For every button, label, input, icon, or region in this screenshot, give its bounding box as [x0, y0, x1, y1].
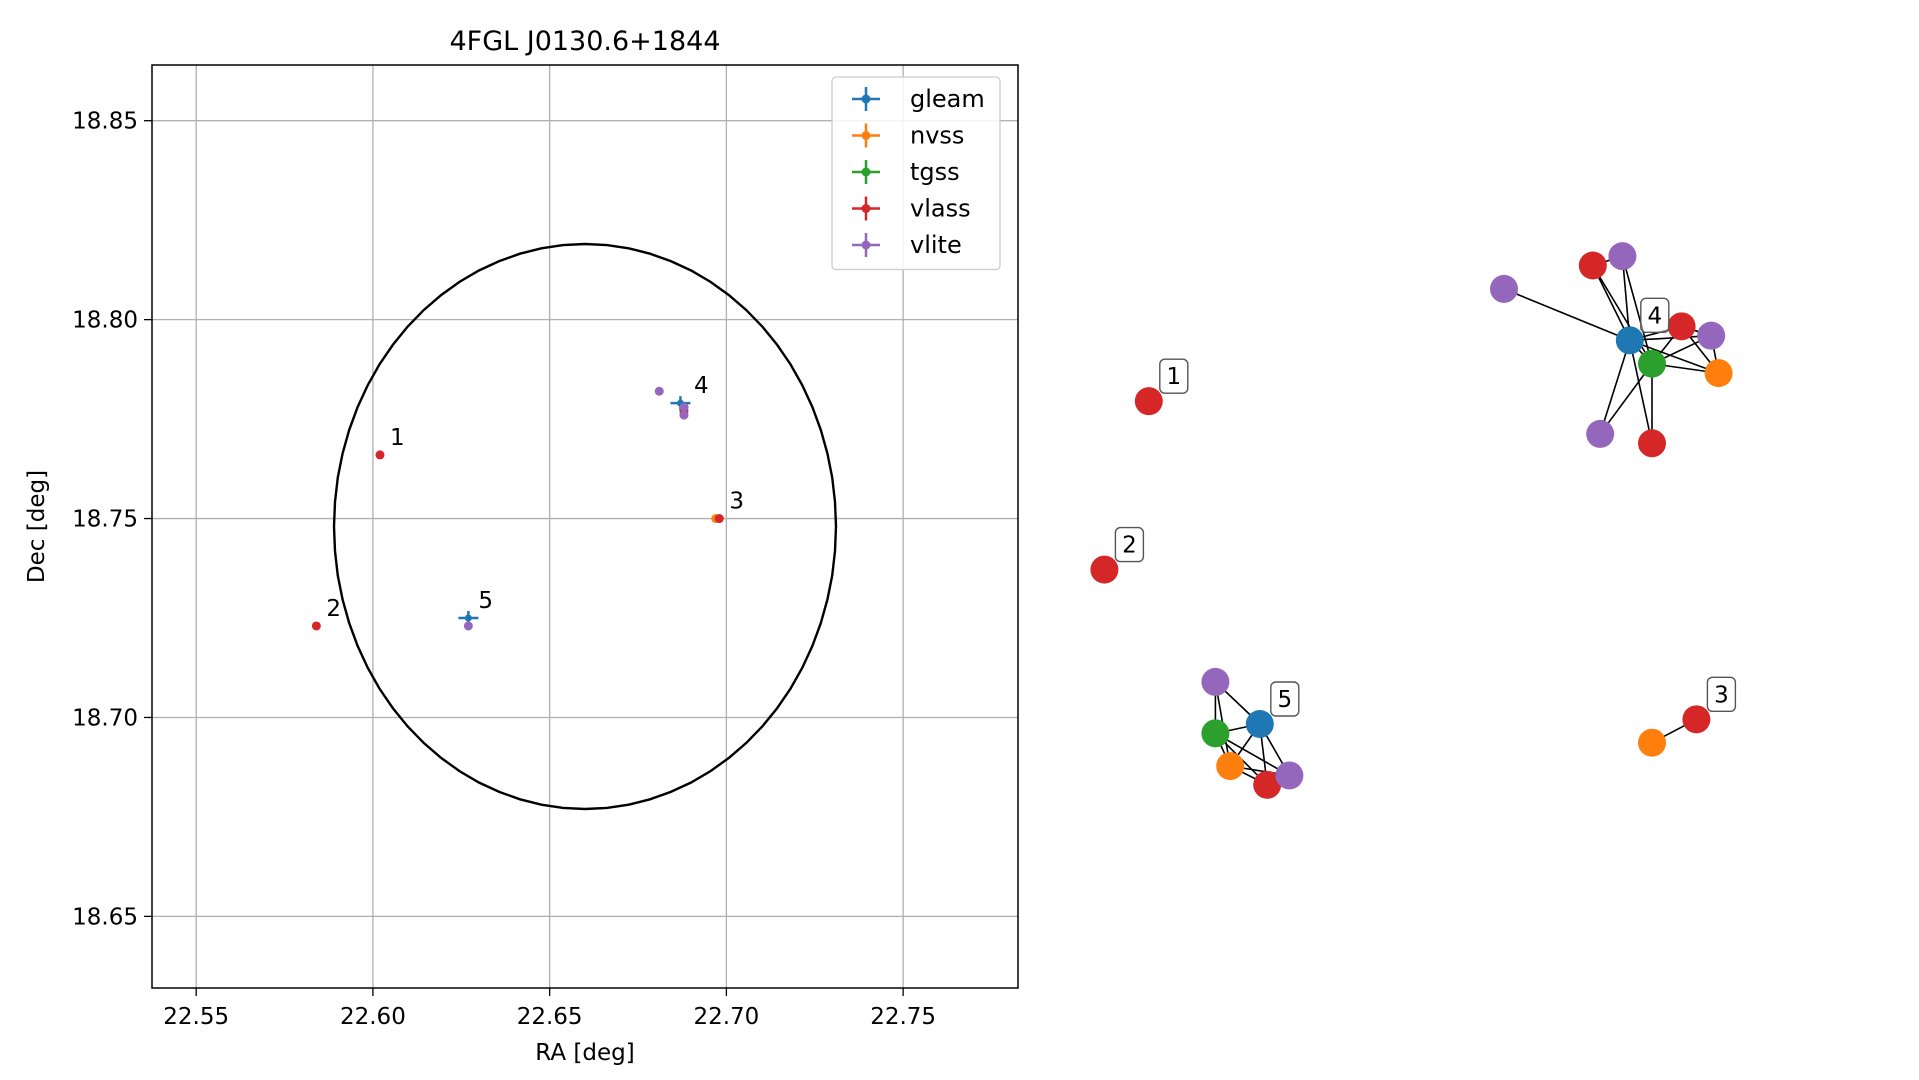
node-label-box [1706, 676, 1737, 713]
nvss-node [1216, 752, 1245, 781]
search-circle [332, 242, 838, 811]
network-graph: 1 2 4 5 3 [1090, 242, 1737, 799]
y-tick-label: 18.80 [72, 308, 138, 334]
network-nodes [1090, 242, 1733, 799]
legend-entry-vlite: vlite [910, 231, 962, 259]
vlass-node [1638, 429, 1666, 458]
legend: gleam nvss tgss vlass vlite [831, 76, 1001, 271]
vlass-node [1667, 312, 1696, 341]
point-annotation: 1 [390, 425, 405, 451]
network-edge [1503, 288, 1631, 342]
x-tick-label: 22.60 [340, 1004, 406, 1030]
legend-swatch-dot [861, 131, 871, 140]
y-axis-ticks: 18.65 18.70 18.75 18.80 18.85 [72, 109, 152, 930]
vlite-node [1608, 242, 1637, 271]
x-axis-label: RA [deg] [535, 1040, 634, 1066]
vlass-point [311, 621, 321, 631]
vlass-node [1578, 251, 1607, 280]
x-axis-ticks: 22.55 22.60 22.65 22.70 22.75 [163, 988, 936, 1030]
legend-entry-vlass: vlass [910, 195, 971, 223]
legend-box [831, 76, 1001, 271]
node-label-box [1159, 358, 1189, 394]
legend-swatch-dot [861, 167, 871, 177]
point-annotation: 3 [729, 489, 744, 515]
node-label: 1 [1166, 364, 1181, 390]
legend-swatch-dot [861, 240, 871, 250]
vlass-node [1134, 387, 1163, 416]
vlass-point [714, 514, 724, 524]
vlite-node [1201, 667, 1230, 696]
vlite-node [1586, 419, 1615, 448]
vlite-node [1697, 321, 1726, 350]
gleam-point [464, 614, 472, 622]
y-tick-label: 18.70 [72, 705, 138, 731]
nvss-node [1638, 728, 1666, 757]
network-edge [1592, 265, 1653, 365]
x-tick-label: 22.75 [870, 1004, 936, 1030]
legend-entry-nvss: nvss [910, 122, 964, 150]
vlite-point [654, 386, 664, 396]
point-annotations: 1 2 3 4 5 [326, 373, 744, 622]
y-tick-label: 18.75 [72, 507, 138, 533]
network-node-labels: 1 2 4 5 3 [1114, 297, 1737, 717]
vlass-node [1090, 555, 1119, 584]
point-annotation: 4 [694, 373, 709, 399]
node-label-box [1640, 297, 1670, 334]
x-tick-label: 22.55 [163, 1004, 229, 1030]
vlite-node [1275, 761, 1304, 790]
y-axis-label: Dec [deg] [24, 470, 50, 583]
gleam-node [1245, 710, 1274, 738]
y-tick-label: 18.85 [72, 109, 138, 135]
legend-swatch-dot [861, 204, 871, 213]
vlite-point [679, 402, 689, 412]
y-tick-label: 18.65 [72, 904, 138, 930]
legend-entry-gleam: gleam [910, 85, 985, 113]
node-label: 2 [1122, 533, 1137, 559]
network-edge [1629, 340, 1653, 444]
vlite-point [679, 410, 689, 420]
point-annotation: 5 [478, 588, 493, 614]
x-tick-label: 22.65 [517, 1004, 583, 1030]
legend-swatch-dot [861, 94, 871, 104]
legend-entry-tgss: tgss [910, 158, 960, 186]
node-label: 4 [1647, 303, 1662, 329]
network-edge [1599, 340, 1631, 435]
nvss-node [1704, 359, 1733, 388]
vlite-node [1490, 274, 1518, 303]
chart-title: 4FGL J0130.6+1844 [449, 26, 720, 57]
point-annotation: 2 [326, 596, 341, 622]
node-label-box [1270, 681, 1300, 717]
network-edge [1629, 339, 1719, 374]
node-label-box [1114, 526, 1145, 563]
vlass-node [1253, 770, 1282, 799]
tgss-node [1638, 349, 1666, 378]
network-edge [1621, 255, 1653, 364]
x-tick-label: 22.70 [693, 1004, 759, 1030]
plot-frame [151, 64, 1019, 989]
scatter-points [311, 386, 724, 631]
network-edge [1599, 363, 1653, 435]
gleam-node [1615, 326, 1644, 355]
node-label: 3 [1714, 682, 1729, 708]
network-edge [1215, 732, 1290, 777]
vlite-point [463, 621, 473, 631]
vlass-node [1682, 705, 1711, 734]
search-circle-outline [332, 242, 838, 811]
vlass-point [375, 450, 385, 460]
network-edge [1621, 256, 1631, 341]
node-label: 5 [1277, 687, 1292, 713]
tgss-node [1201, 719, 1230, 748]
